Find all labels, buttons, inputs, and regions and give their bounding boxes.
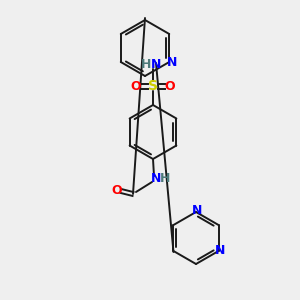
Text: H: H <box>141 58 151 71</box>
Text: N: N <box>192 205 202 218</box>
Text: N: N <box>167 56 177 70</box>
Text: S: S <box>148 79 158 93</box>
Text: N: N <box>215 244 226 257</box>
Text: O: O <box>165 80 175 92</box>
Text: O: O <box>131 80 141 92</box>
Text: H: H <box>160 172 170 185</box>
Text: N: N <box>151 58 161 71</box>
Text: O: O <box>112 184 122 197</box>
Text: N: N <box>151 172 161 185</box>
